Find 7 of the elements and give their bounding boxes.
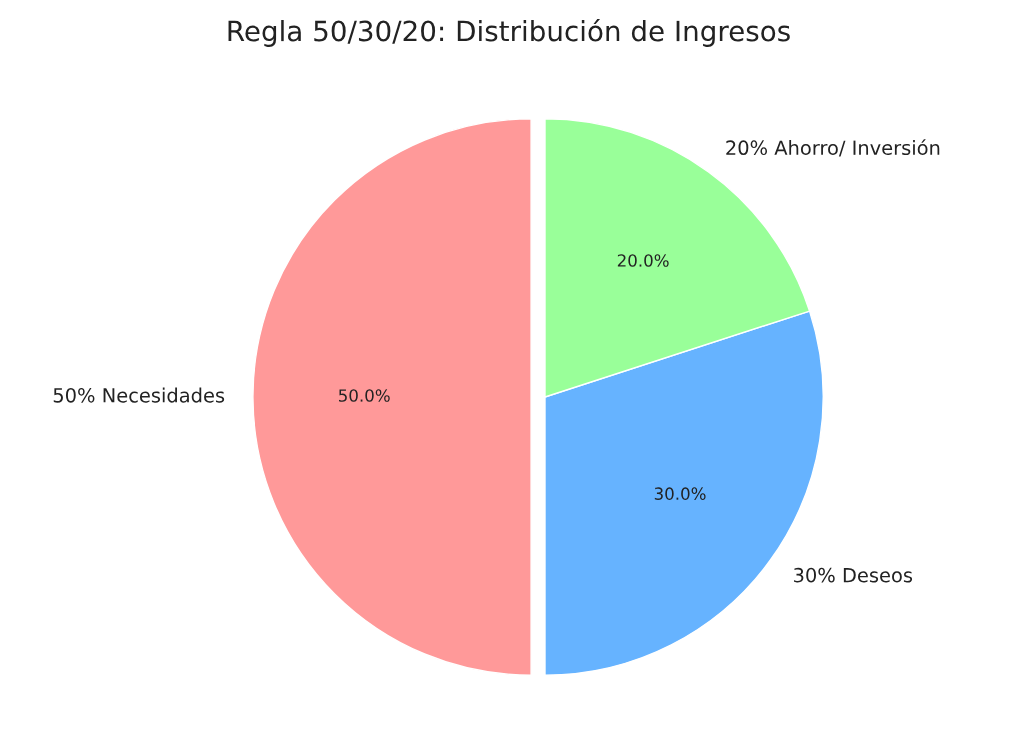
slice-label: 20% Ahorro/ Inversión <box>726 139 940 157</box>
data-label: 50.0% <box>339 389 390 402</box>
slice-label: 50% Necesidades <box>53 387 225 403</box>
data-label: 30.0% <box>654 487 706 500</box>
slice-label: 30% Deseos <box>794 567 913 583</box>
data-label: 20.0% <box>617 254 669 267</box>
chart-title: Regla 50/30/20: Distribución de Ingresos <box>228 18 790 47</box>
